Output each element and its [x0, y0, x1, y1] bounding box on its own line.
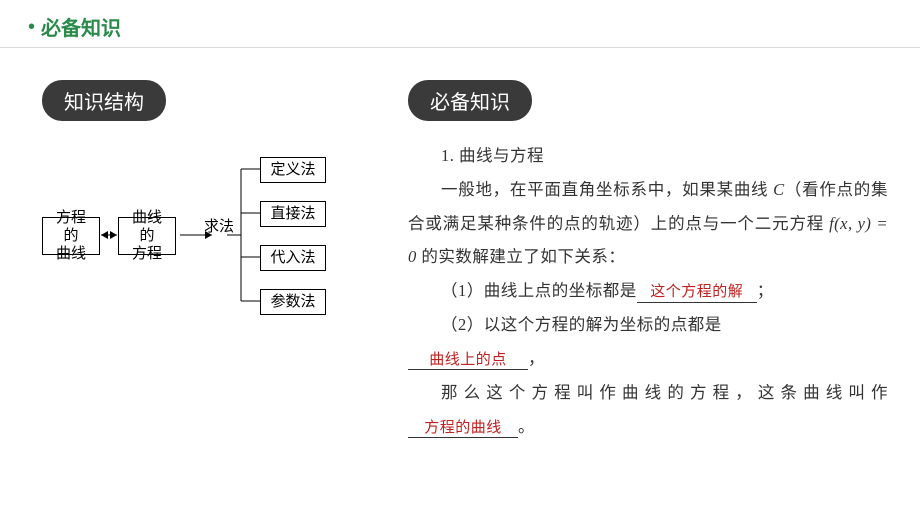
pill-knowledge: 必备知识 [408, 80, 532, 121]
para-1: 1. 曲线与方程 [408, 139, 888, 173]
diagram-box-m3: 代入法 [260, 245, 326, 271]
blank-2: 曲线上的点 [408, 350, 528, 371]
p5b: 。 [518, 417, 535, 436]
box2-l2: 方程 [132, 246, 162, 262]
box1-l2: 曲线 [56, 246, 86, 262]
right-column: 必备知识 1. 曲线与方程 一般地，在平面直角坐标系中，如果某曲线 C（看作点的… [408, 80, 888, 443]
blank-3: 方程的曲线 [408, 418, 518, 439]
concept-diagram: 方程的 曲线 曲线的 方程 求法 定义法 直接法 代入法 参数法 [42, 147, 362, 327]
para-2: 一般地，在平面直角坐标系中，如果某曲线 C（看作点的集合或满足某种条件的点的轨迹… [408, 173, 888, 274]
p3b: ； [757, 281, 774, 300]
para-5: 那么这个方程叫作曲线的方程，这条曲线叫作方程的曲线。 [408, 376, 888, 444]
p3a: （1）曲线上点的坐标都是 [441, 281, 637, 300]
para-4b: 曲线上的点， [408, 342, 888, 376]
blank-1: 这个方程的解 [637, 282, 757, 303]
curve-c: C [773, 180, 785, 199]
p4: （2）以这个方程的解为坐标的点都是 [441, 315, 722, 334]
p2c: 的实数解建立了如下关系： [417, 247, 626, 266]
diagram-box-equation-curve: 方程的 曲线 [42, 217, 100, 255]
p2a: 一般地，在平面直角坐标系中，如果某曲线 [441, 180, 773, 199]
box1-l1: 方程的 [56, 210, 86, 244]
p5a: 那么这个方程叫作曲线的方程，这条曲线叫作 [441, 383, 888, 402]
pill-structure: 知识结构 [42, 80, 166, 121]
diagram-box-m4: 参数法 [260, 289, 326, 315]
diagram-box-curve-equation: 曲线的 方程 [118, 217, 176, 255]
bullet-dot: • [28, 17, 35, 37]
content-text: 1. 曲线与方程 一般地，在平面直角坐标系中，如果某曲线 C（看作点的集合或满足… [408, 139, 888, 443]
para-4: （2）以这个方程的解为坐标的点都是 [408, 308, 888, 342]
diagram-label-method: 求法 [204, 215, 234, 236]
section-title: 必备知识 [41, 12, 121, 41]
diagram-box-m2: 直接法 [260, 201, 326, 227]
box2-l1: 曲线的 [132, 210, 162, 244]
para-3: （1）曲线上点的坐标都是这个方程的解； [408, 274, 888, 308]
p4b: ， [528, 349, 545, 368]
diagram-box-m1: 定义法 [260, 157, 326, 183]
section-header: • 必备知识 [0, 0, 920, 48]
left-column: 知识结构 方程的 曲线 曲线的 方程 求法 [42, 80, 402, 327]
